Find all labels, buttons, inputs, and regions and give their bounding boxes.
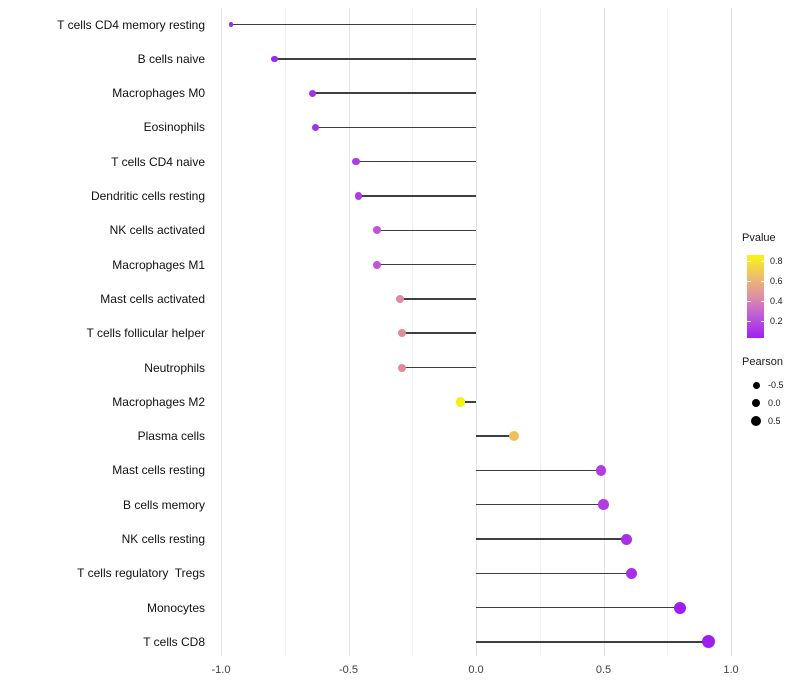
x-axis-label: 0.0 xyxy=(468,664,484,676)
pvalue-tick-label: 0.2 xyxy=(770,315,783,326)
y-axis-label: T cells CD4 naive xyxy=(111,154,205,169)
major-gridline xyxy=(476,8,477,656)
y-axis-label: NK cells resting xyxy=(121,532,205,546)
lollipop-dot xyxy=(271,55,278,63)
lollipop-stem xyxy=(274,58,476,60)
lollipop-dot xyxy=(455,397,466,407)
major-gridline xyxy=(603,8,605,656)
lollipop-dot xyxy=(620,533,632,545)
lollipop-dot xyxy=(595,465,607,476)
lollipop-stem xyxy=(476,469,601,472)
x-axis-label: -1.0 xyxy=(211,664,231,676)
minor-gridline xyxy=(284,8,286,656)
pearson-legend-label: 0.5 xyxy=(768,415,781,426)
lollipop-dot xyxy=(352,157,360,166)
y-axis-label: Macrophages M0 xyxy=(112,86,205,101)
y-axis-label: Mast cells activated xyxy=(100,291,205,306)
y-axis-label: T cells regulatory Tregs xyxy=(77,566,205,581)
lollipop-stem xyxy=(231,23,476,26)
lollipop-stem xyxy=(402,332,476,334)
y-axis-label: Eosinophils xyxy=(143,120,205,135)
pvalue-tickmark xyxy=(760,281,764,282)
pearson-legend-dot xyxy=(751,398,761,408)
y-axis-label: Neutrophils xyxy=(144,360,205,375)
x-axis-label: -0.5 xyxy=(339,664,358,676)
lollipop-dot xyxy=(228,22,234,27)
lollipop-dot xyxy=(625,567,638,580)
lollipop-dot xyxy=(398,329,407,338)
y-axis-label: Monocytes xyxy=(146,600,205,615)
lollipop-stem xyxy=(399,298,476,300)
pearson-legend-label: -0.5 xyxy=(768,379,784,390)
pvalue-tickmark xyxy=(760,301,764,302)
lollipop-dot xyxy=(311,123,319,131)
pvalue-tickmark xyxy=(747,321,751,322)
y-axis-label: Plasma cells xyxy=(137,429,205,444)
minor-gridline xyxy=(412,8,414,656)
pearson-legend-dot xyxy=(752,381,760,389)
lollipop-stem xyxy=(476,572,632,575)
lollipop-dot xyxy=(674,601,686,614)
pvalue-tick-label: 0.8 xyxy=(770,255,783,266)
y-axis-label: B cells naive xyxy=(137,51,205,66)
pvalue-tickmark xyxy=(747,301,751,302)
minor-gridline xyxy=(539,8,541,656)
pvalue-tickmark xyxy=(747,281,751,282)
lollipop-dot xyxy=(598,499,609,510)
minor-gridline xyxy=(667,8,669,656)
lollipop-stem xyxy=(476,641,709,643)
lollipop-stem xyxy=(356,160,476,163)
pvalue-tick-label: 0.6 xyxy=(770,275,783,286)
y-axis-label: T cells CD8 xyxy=(143,634,205,649)
pearson-legend-label: 0.0 xyxy=(768,397,781,408)
lollipop-stem xyxy=(476,538,627,540)
pvalue-tickmark xyxy=(760,261,764,262)
pvalue-colorbar xyxy=(747,255,764,338)
y-axis-label: Dendritic cells resting xyxy=(90,189,205,203)
pearson-legend-dot xyxy=(751,416,761,426)
y-axis-label: B cells memory xyxy=(122,497,205,512)
pvalue-legend-title: Pvalue xyxy=(742,232,776,244)
lollipop-stem xyxy=(315,126,476,129)
major-gridline xyxy=(348,8,350,656)
lollipop-dot xyxy=(398,363,407,372)
major-gridline xyxy=(731,8,732,656)
lollipop-dot xyxy=(354,192,363,200)
lollipop-stem xyxy=(460,401,476,403)
lollipop-stem xyxy=(476,503,604,506)
lollipop-stem xyxy=(402,366,476,369)
pearson-legend: Pearson -0.5 0.0 0.5 xyxy=(742,352,800,442)
y-axis-label: T cells CD4 memory resting xyxy=(57,17,205,32)
lollipop-dot xyxy=(395,294,404,303)
pearson-legend-title: Pearson xyxy=(742,356,783,368)
major-gridline xyxy=(221,8,222,656)
lollipop-stem xyxy=(476,606,680,609)
lollipop-stem xyxy=(376,263,476,266)
y-axis-label: T cells follicular helper xyxy=(86,326,206,341)
y-axis-label: NK cells activated xyxy=(109,223,205,238)
lollipop-dot xyxy=(701,635,715,649)
lollipop-dot xyxy=(372,226,381,235)
lollipop-stem xyxy=(312,92,476,94)
pvalue-legend: Pvalue 0.8 0.6 0.4 0.2 xyxy=(742,228,800,348)
pvalue-tickmark xyxy=(760,321,764,322)
lollipop-dot xyxy=(372,260,381,269)
y-axis-label: Mast cells resting xyxy=(112,463,205,478)
lollipop-stem xyxy=(376,229,476,232)
lollipop-stem xyxy=(358,195,476,197)
y-axis-label: Macrophages M1 xyxy=(112,257,205,272)
y-axis-label: Macrophages M2 xyxy=(112,394,205,409)
lollipop-dot xyxy=(509,431,520,442)
lollipop-stem xyxy=(476,435,515,437)
pvalue-tick-label: 0.4 xyxy=(770,295,783,306)
pvalue-tickmark xyxy=(747,261,751,262)
lollipop-dot xyxy=(309,89,317,97)
x-axis-label: 0.5 xyxy=(595,664,612,676)
x-axis-label: 1.0 xyxy=(723,664,739,676)
